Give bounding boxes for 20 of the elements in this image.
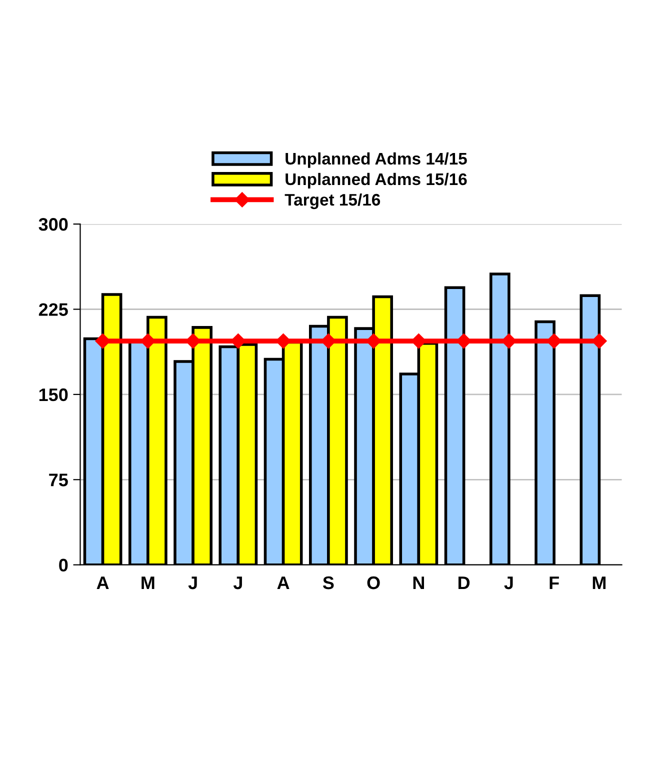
x-tick-label: S <box>322 576 334 590</box>
y-tick-label: 75 <box>49 474 68 486</box>
legend-label: Target 15/16 <box>284 193 380 210</box>
legend-label: Unplanned Adms 14/15 <box>286 152 467 168</box>
x-tick-label: J <box>504 576 513 590</box>
legend-label: Unplanned Adms 15/16 <box>286 172 467 188</box>
x-tick-label: M <box>142 576 154 590</box>
y-tick-label: 0 <box>59 558 68 572</box>
y-tick-label: 300 <box>38 218 68 231</box>
x-tick-label: O <box>367 576 380 590</box>
x-tick-label: M <box>592 576 606 590</box>
x-tick-label: J <box>233 576 242 590</box>
y-tick-label: 150 <box>39 388 68 402</box>
x-tick-label: J <box>188 576 197 590</box>
x-tick-label: N <box>413 576 424 590</box>
x-tick-label: A <box>277 576 290 590</box>
x-tick-label: A <box>96 576 109 590</box>
x-tick-label: F <box>550 576 559 590</box>
x-tick-label: D <box>458 576 470 590</box>
y-tick-label: 225 <box>38 303 68 316</box>
